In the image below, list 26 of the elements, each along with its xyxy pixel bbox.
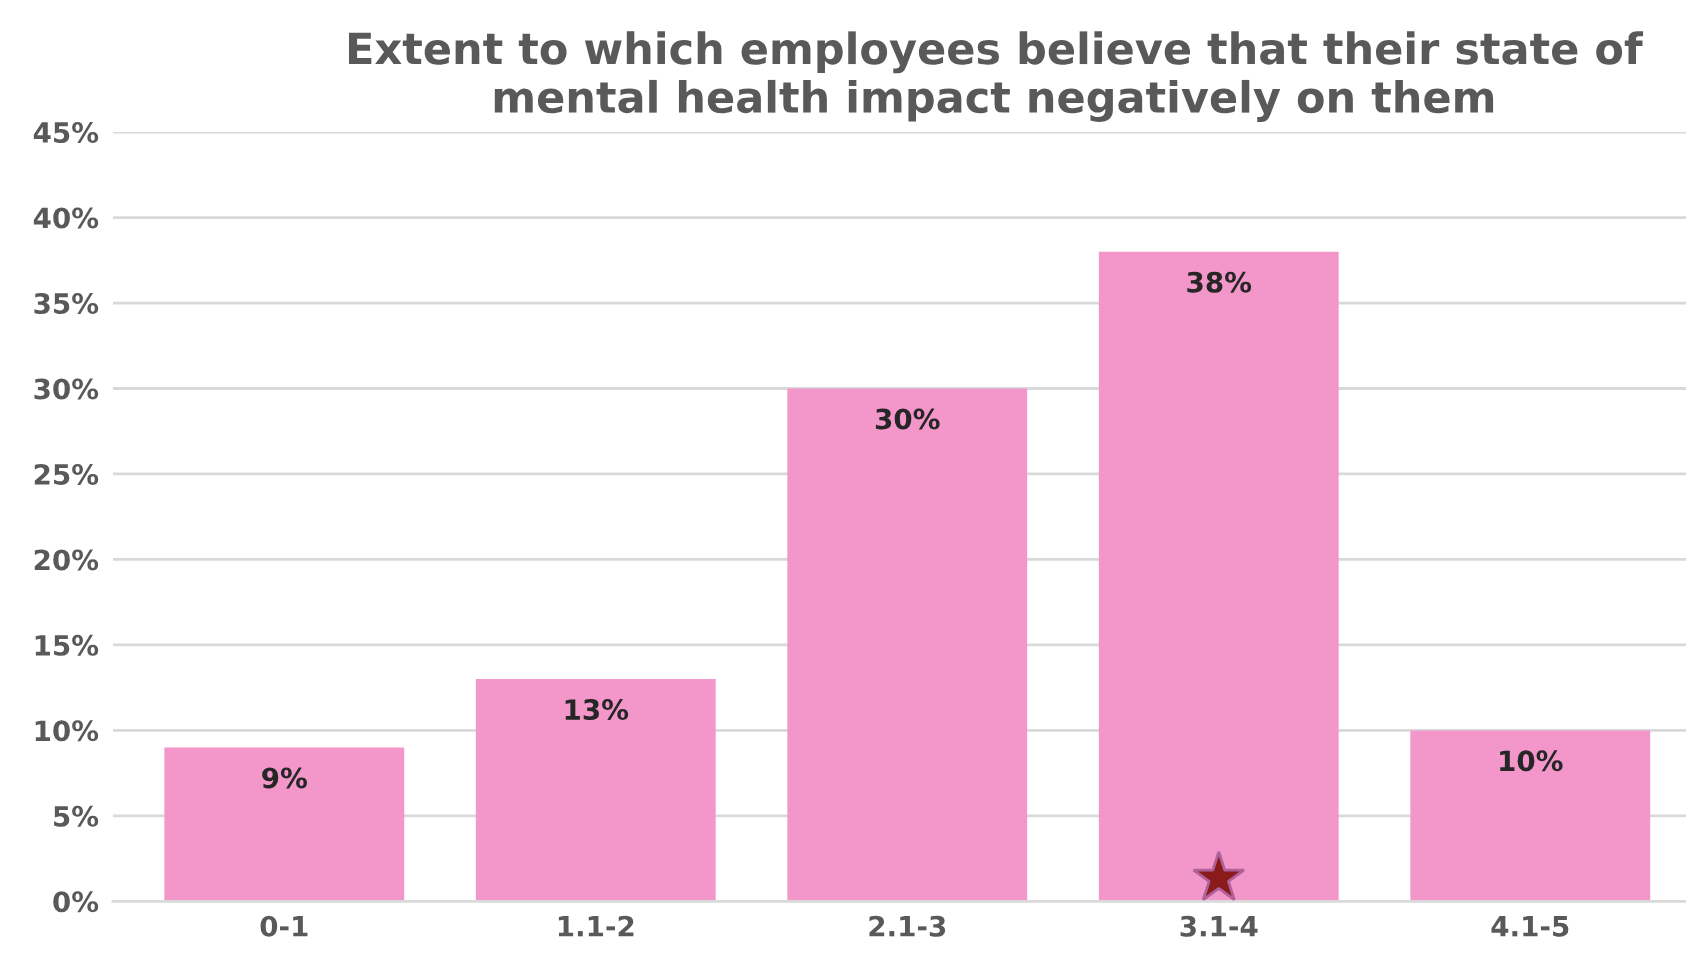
y-tick-label: 10% [35, 720, 99, 742]
data-label: 9% [262, 767, 307, 789]
x-tick-label: 0-1 [260, 915, 308, 937]
y-tick-label: 5% [54, 805, 99, 827]
y-tick-label: 45% [33, 122, 99, 144]
data-label: 13% [565, 699, 629, 721]
y-tick-label: 25% [34, 463, 99, 485]
bar [1410, 730, 1651, 902]
data-label: 10% [1500, 750, 1563, 772]
y-tick-label: 35% [34, 292, 99, 314]
y-tick-label: 20% [34, 549, 99, 571]
x-tick-label: 1.1-2 [558, 915, 634, 937]
data-label: 38% [1187, 271, 1252, 293]
x-tick-label: 4.1-5 [1491, 916, 1569, 937]
data-label: 30% [875, 408, 940, 430]
y-tick-label: 40% [33, 207, 99, 229]
bar [1098, 251, 1339, 902]
y-tick-label: 0% [53, 891, 99, 913]
bar [164, 747, 405, 902]
y-tick-label: 30% [34, 378, 99, 400]
x-tick-label: 3.1-4 [1180, 915, 1258, 937]
chart-title: Extent to which employees believe that their state of mental health impact negatively on them [349, 31, 1644, 122]
x-tick-label: 2.1-3 [869, 915, 946, 937]
y-tick-label: 15% [35, 634, 99, 656]
bar [787, 388, 1028, 902]
bar [475, 679, 716, 902]
